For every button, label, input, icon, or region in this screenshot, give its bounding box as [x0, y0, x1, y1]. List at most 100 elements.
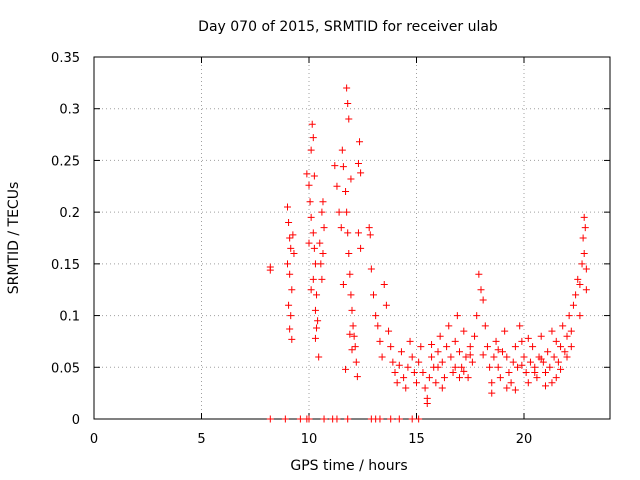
data-point [310, 172, 318, 180]
data-point [320, 415, 328, 423]
data-point [511, 343, 519, 351]
data-point [288, 286, 296, 294]
data-point [346, 270, 354, 278]
x-axis-title: GPS time / hours [290, 458, 407, 474]
data-point [488, 379, 496, 387]
data-point [305, 181, 313, 189]
data-point [404, 363, 412, 371]
data-point [345, 115, 353, 123]
data-point [548, 379, 556, 387]
y-tick-label: 0.25 [51, 154, 80, 169]
data-point [318, 275, 326, 283]
data-point [542, 382, 549, 390]
data-point [582, 286, 590, 294]
data-point [507, 379, 515, 387]
data-point [314, 317, 322, 325]
data-point [479, 296, 487, 304]
data-point [402, 384, 410, 392]
data-point [395, 361, 403, 369]
data-point [434, 348, 442, 356]
data-point [410, 368, 418, 376]
data-point [319, 198, 327, 206]
data-point [423, 394, 431, 402]
data-point [499, 348, 506, 356]
data-point [281, 415, 289, 423]
data-point [347, 175, 355, 183]
data-point [552, 337, 560, 345]
plot-frame [93, 56, 611, 420]
data-point [320, 224, 328, 232]
data-point [316, 239, 324, 247]
data-point [554, 358, 562, 366]
data-point [349, 322, 357, 330]
data-point [343, 84, 351, 92]
data-point [408, 415, 416, 423]
data-point [352, 358, 360, 366]
data-point [520, 353, 528, 361]
data-point [307, 146, 315, 154]
data-point [524, 334, 532, 342]
data-point [285, 301, 293, 309]
data-point [348, 306, 356, 314]
data-point [544, 348, 552, 356]
data-point [438, 384, 446, 392]
data-point [428, 353, 436, 361]
data-point [503, 353, 511, 361]
data-point [344, 415, 352, 423]
data-point [315, 353, 323, 361]
data-point [344, 229, 352, 237]
data-point [580, 213, 588, 221]
y-tick-label: 0.3 [59, 103, 80, 118]
data-point [505, 368, 513, 376]
data-point [488, 389, 496, 397]
data-point [511, 386, 519, 394]
data-point [449, 368, 457, 376]
data-point [338, 146, 346, 154]
chart-title: Day 070 of 2015, SRMTID for receiver ula… [198, 19, 498, 35]
data-point [306, 198, 314, 206]
data-point [346, 330, 354, 338]
data-point [550, 353, 558, 361]
data-point [382, 301, 390, 309]
data-point [333, 415, 341, 423]
data-point [524, 379, 532, 387]
data-point [579, 234, 587, 242]
data-point [356, 138, 364, 146]
data-point [533, 374, 541, 382]
data-point [483, 343, 491, 351]
data-point [537, 332, 545, 340]
data-point [421, 384, 429, 392]
data-point [342, 187, 350, 195]
data-point [345, 250, 353, 258]
x-ticks: 0 5 10 15 20 [90, 57, 532, 447]
data-point [494, 346, 502, 354]
data-point [387, 343, 395, 351]
data-point [350, 332, 358, 340]
data-point [311, 306, 319, 314]
data-point [378, 353, 386, 361]
x-tick-label: 0 [90, 432, 98, 447]
data-point [376, 415, 384, 423]
data-point [451, 337, 459, 345]
data-point [286, 270, 294, 278]
data-point [286, 325, 294, 333]
data-point [337, 224, 345, 232]
data-point [563, 353, 571, 361]
data-point [353, 373, 361, 381]
data-point [393, 379, 401, 387]
x-tick-label: 15 [408, 432, 425, 447]
data-point [406, 337, 414, 345]
data-point [354, 160, 362, 168]
data-point [503, 384, 511, 392]
y-tick-label: 0.15 [51, 258, 80, 273]
x-tick-label: 10 [301, 432, 318, 447]
data-point [563, 332, 571, 340]
data-point [286, 234, 294, 242]
data-point [518, 361, 526, 369]
data-point [581, 224, 589, 232]
y-tick-label: 0.35 [51, 51, 80, 66]
data-point [453, 312, 461, 320]
data-point [419, 368, 427, 376]
data-point [529, 343, 537, 351]
